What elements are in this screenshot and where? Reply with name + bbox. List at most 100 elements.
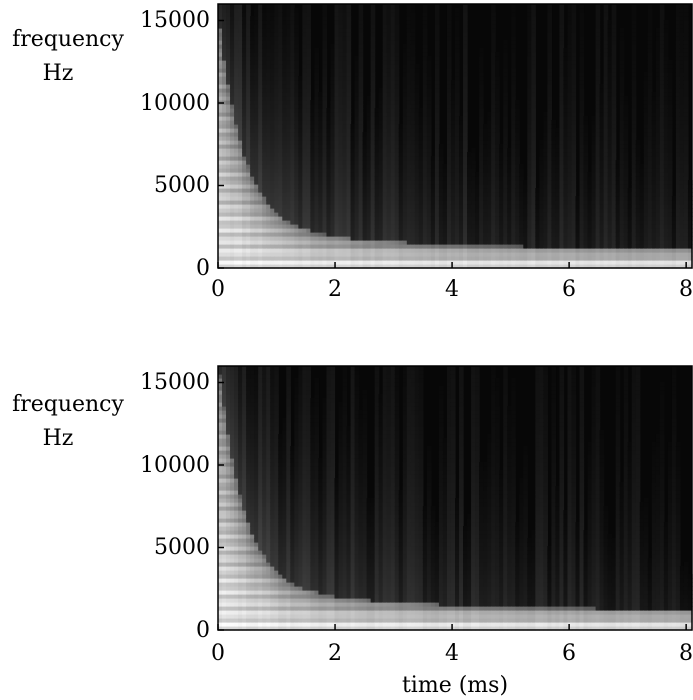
heatmap-cell <box>563 260 569 265</box>
heatmap-cell <box>306 104 311 109</box>
heatmap-cell <box>374 168 380 173</box>
heatmap-cell <box>310 260 316 265</box>
heatmap-cell <box>310 232 316 237</box>
heatmap-cell <box>587 248 593 253</box>
heatmap-cell <box>426 232 432 237</box>
heatmap-cell <box>254 44 259 49</box>
heatmap-cell <box>310 128 316 133</box>
heatmap-cell <box>278 264 283 269</box>
heatmap-cell <box>463 168 468 173</box>
heatmap-cell <box>463 164 468 169</box>
heatmap-cell <box>330 240 336 245</box>
heatmap-cell <box>455 240 460 245</box>
heatmap-cell <box>378 244 384 249</box>
heatmap-cell <box>515 220 520 225</box>
heatmap-cell <box>322 256 328 261</box>
heatmap-cell <box>266 32 271 37</box>
heatmap-cell <box>455 192 460 197</box>
heatmap-cell <box>567 184 573 189</box>
heatmap-cell <box>547 52 553 57</box>
heatmap-cell <box>370 236 376 241</box>
heatmap-cell <box>282 76 287 81</box>
heatmap-cell <box>338 180 344 185</box>
heatmap-cell <box>354 160 360 165</box>
heatmap-cell <box>511 52 516 57</box>
heatmap-cell <box>410 64 416 69</box>
heatmap-cell <box>294 160 299 165</box>
heatmap-cell <box>294 72 299 77</box>
heatmap-cell <box>390 144 396 149</box>
heatmap-cell <box>475 256 480 261</box>
heatmap-cell <box>266 116 271 121</box>
heatmap-cell <box>342 148 348 153</box>
heatmap-cell <box>306 160 311 165</box>
heatmap-cell <box>346 116 352 121</box>
heatmap-cell <box>487 176 492 181</box>
heatmap-cell <box>390 104 396 109</box>
heatmap-cell <box>354 140 360 145</box>
heatmap-cell <box>218 228 223 233</box>
heatmap-cell <box>463 260 468 265</box>
heatmap-cell <box>418 224 424 229</box>
heatmap-cell <box>511 104 516 109</box>
heatmap-cell <box>266 80 271 85</box>
heatmap-cell <box>290 240 295 245</box>
heatmap-cell <box>234 80 239 85</box>
heatmap-cell <box>555 168 561 173</box>
heatmap-cell <box>242 8 247 13</box>
heatmap-cell <box>450 96 456 101</box>
heatmap-cell <box>555 176 561 181</box>
heatmap-cell <box>334 68 340 73</box>
heatmap-cell <box>382 24 388 29</box>
heatmap-cell <box>559 48 565 53</box>
heatmap-cell <box>555 184 561 189</box>
heatmap-cell <box>362 256 368 261</box>
heatmap-cell <box>338 188 344 193</box>
heatmap-cell <box>487 180 492 185</box>
heatmap-cell <box>402 252 408 257</box>
heatmap-cell <box>491 28 496 33</box>
heatmap-cell <box>563 108 569 113</box>
heatmap-cell <box>370 112 376 117</box>
heatmap-cell <box>571 264 577 269</box>
heatmap-cell <box>559 132 565 137</box>
heatmap-cell <box>523 252 528 257</box>
heatmap-cell <box>559 160 565 165</box>
heatmap-cell <box>242 20 247 25</box>
heatmap-cell <box>270 188 275 193</box>
heatmap-cell <box>511 236 516 241</box>
heatmap-cell <box>402 96 408 101</box>
heatmap-cell <box>426 76 432 81</box>
heatmap-cell <box>366 136 372 141</box>
heatmap-cell <box>334 136 340 141</box>
heatmap-cell <box>218 96 223 101</box>
heatmap-cell <box>527 108 532 113</box>
heatmap-cell <box>274 144 279 149</box>
heatmap-cell <box>314 96 320 101</box>
heatmap-cell <box>446 184 452 189</box>
heatmap-cell <box>342 244 348 249</box>
heatmap-cell <box>218 224 223 229</box>
heatmap-cell <box>330 152 336 157</box>
heatmap-cell <box>386 24 392 29</box>
heatmap-cell <box>422 152 428 157</box>
heatmap-cell <box>270 4 275 9</box>
heatmap-cell <box>270 36 275 41</box>
heatmap-cell <box>354 216 360 221</box>
heatmap-cell <box>531 164 536 169</box>
heatmap-cell <box>579 196 585 201</box>
heatmap-cell <box>511 124 516 129</box>
heatmap-cell <box>314 240 320 245</box>
heatmap-cell <box>579 260 585 265</box>
heatmap-cell <box>434 84 440 89</box>
heatmap-cell <box>547 224 553 229</box>
heatmap-cell <box>226 188 231 193</box>
heatmap-cell <box>434 180 440 185</box>
heatmap-cell <box>278 220 283 225</box>
heatmap-cell <box>258 224 263 229</box>
heatmap-cell <box>483 248 488 253</box>
heatmap-cell <box>410 44 416 49</box>
heatmap-cell <box>463 228 468 233</box>
heatmap-cell <box>559 100 565 105</box>
heatmap-cell <box>563 120 569 125</box>
